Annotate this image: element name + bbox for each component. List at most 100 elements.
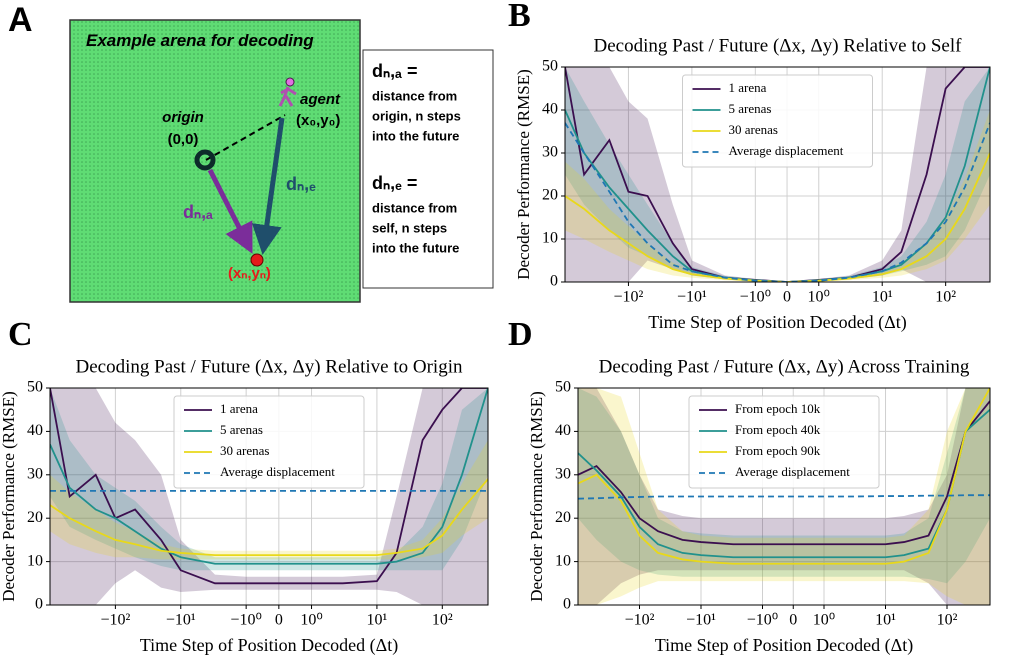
dashed-link xyxy=(205,114,286,161)
arrow-a xyxy=(207,168,253,254)
x-tick-label: −10¹ xyxy=(166,612,196,629)
legend-label: From epoch 40k xyxy=(735,422,821,437)
confidence-band xyxy=(565,67,990,282)
confidence-band xyxy=(50,388,488,571)
legend-label: From epoch 10k xyxy=(735,401,821,416)
legend-label: 5 arenas xyxy=(729,101,772,116)
x-tick-label: 10² xyxy=(937,612,958,629)
y-tick-label: 40 xyxy=(542,101,558,118)
legend-label: 30 arenas xyxy=(220,443,269,458)
x-tick-label: −10² xyxy=(625,612,655,629)
legend-box xyxy=(688,395,880,489)
y-axis-label: Decoder Performance (RMSE) xyxy=(514,69,533,280)
x-tick-label: 10² xyxy=(432,612,453,629)
chart-title: Decoding Past / Future (Δx, Δy) Relative… xyxy=(594,35,963,56)
x-tick-label: 10¹ xyxy=(872,289,893,306)
legend-box xyxy=(682,74,873,168)
chart: Decoding Past / Future (Δx, Δy) Across T… xyxy=(527,356,991,656)
legend-label: Average displacement xyxy=(735,464,850,479)
y-tick-label: 30 xyxy=(27,465,43,482)
y-tick-label: 20 xyxy=(27,509,43,526)
legend-label: From epoch 90k xyxy=(735,443,821,458)
agent-icon xyxy=(278,77,297,107)
legend-box xyxy=(173,395,365,489)
plot-area xyxy=(565,67,990,282)
panel-letter: B xyxy=(508,0,531,34)
y-tick-label: 10 xyxy=(542,230,558,247)
legend-label: 30 arenas xyxy=(729,122,778,137)
series-line xyxy=(565,122,990,282)
y-tick-label: 20 xyxy=(555,509,571,526)
charts: B C D Decoding Past / Future (Δx, Δy) Re… xyxy=(0,0,991,656)
target-marker xyxy=(250,253,264,267)
y-tick-label: 30 xyxy=(542,144,558,161)
panel-letter: D xyxy=(508,316,533,353)
chart-title: Decoding Past / Future (Δx, Δy) Across T… xyxy=(599,356,970,377)
series-line xyxy=(578,388,990,565)
chart-title: Decoding Past / Future (Δx, Δy) Relative… xyxy=(76,356,463,377)
x-tick-label: 10¹ xyxy=(875,612,896,629)
axes-frame xyxy=(564,66,991,283)
confidence-band xyxy=(50,440,488,560)
x-tick-label: 10¹ xyxy=(367,612,388,629)
definition-line: self, n steps xyxy=(372,220,447,235)
y-tick-label: 10 xyxy=(555,552,571,569)
agent-label: agent xyxy=(300,91,341,108)
axes-frame xyxy=(49,387,489,606)
y-tick-label: 20 xyxy=(542,187,558,204)
definition-term: dₙ,ₑ = xyxy=(372,173,417,193)
y-tick-label: 10 xyxy=(27,552,43,569)
y-tick-label: 0 xyxy=(550,273,558,290)
x-tick-label: 10⁰ xyxy=(808,289,830,306)
series-line xyxy=(50,388,488,565)
y-tick-label: 40 xyxy=(555,422,571,439)
y-tick-label: 0 xyxy=(35,596,43,613)
arrow-e-label: dₙ,ₑ xyxy=(286,174,316,194)
x-tick-label: 10⁰ xyxy=(300,612,322,629)
y-tick-label: 30 xyxy=(555,465,571,482)
series-line xyxy=(578,400,990,546)
chart: Decoding Past / Future (Δx, Δy) Relative… xyxy=(514,35,991,333)
definition-line: into the future xyxy=(372,240,459,255)
origin-coord: (0,0) xyxy=(168,131,199,148)
definition-line: distance from xyxy=(372,88,457,103)
chart: Decoding Past / Future (Δx, Δy) Relative… xyxy=(0,356,489,656)
series-line xyxy=(578,494,990,500)
arena-title-text: Example arena for decoding xyxy=(86,31,314,50)
x-tick-label: 0 xyxy=(789,612,797,629)
x-tick-label: −10² xyxy=(100,612,130,629)
x-tick-label: −10⁰ xyxy=(740,289,771,306)
series-line xyxy=(578,409,990,559)
series-line xyxy=(50,388,488,585)
panel-a: A Example arena for decoding origin (0,0… xyxy=(8,1,494,303)
origin-marker xyxy=(194,149,216,171)
definitions: dₙ,ₐ = distance from origin, n steps into t… xyxy=(372,61,461,256)
arena-title: Example arena for decoding xyxy=(86,31,314,50)
x-tick-label: −10² xyxy=(614,289,644,306)
y-axis-label: Decoder Performance (RMSE) xyxy=(527,391,546,602)
y-tick-label: 50 xyxy=(27,379,43,396)
x-tick-label: −10⁰ xyxy=(747,612,778,629)
x-tick-label: −10⁰ xyxy=(230,612,261,629)
y-tick-label: 50 xyxy=(555,379,571,396)
legend-label: 1 arena xyxy=(220,401,258,416)
definition-line: into the future xyxy=(372,128,459,143)
plot-area xyxy=(578,388,990,605)
x-axis-label: Time Step of Position Decoded (Δt) xyxy=(648,312,906,333)
x-axis-label: Time Step of Position Decoded (Δt) xyxy=(140,635,398,656)
x-tick-label: 0 xyxy=(275,612,283,629)
axes-frame xyxy=(577,387,991,606)
definition-line: origin, n steps xyxy=(372,108,461,123)
series-line xyxy=(565,152,990,282)
confidence-band xyxy=(578,388,990,605)
definition-term: dₙ,ₐ = xyxy=(372,61,417,81)
target-coord: (xₙ,yₙ) xyxy=(228,265,271,282)
definition-box xyxy=(362,49,494,289)
x-tick-label: 10⁰ xyxy=(813,612,835,629)
legend-label: Average displacement xyxy=(729,143,844,158)
y-axis-label: Decoder Performance (RMSE) xyxy=(0,391,18,602)
arrow-a-label: dₙ,ₐ xyxy=(183,202,213,222)
x-tick-label: 10² xyxy=(935,289,956,306)
agent-coord: (x₀,y₀) xyxy=(296,112,340,129)
